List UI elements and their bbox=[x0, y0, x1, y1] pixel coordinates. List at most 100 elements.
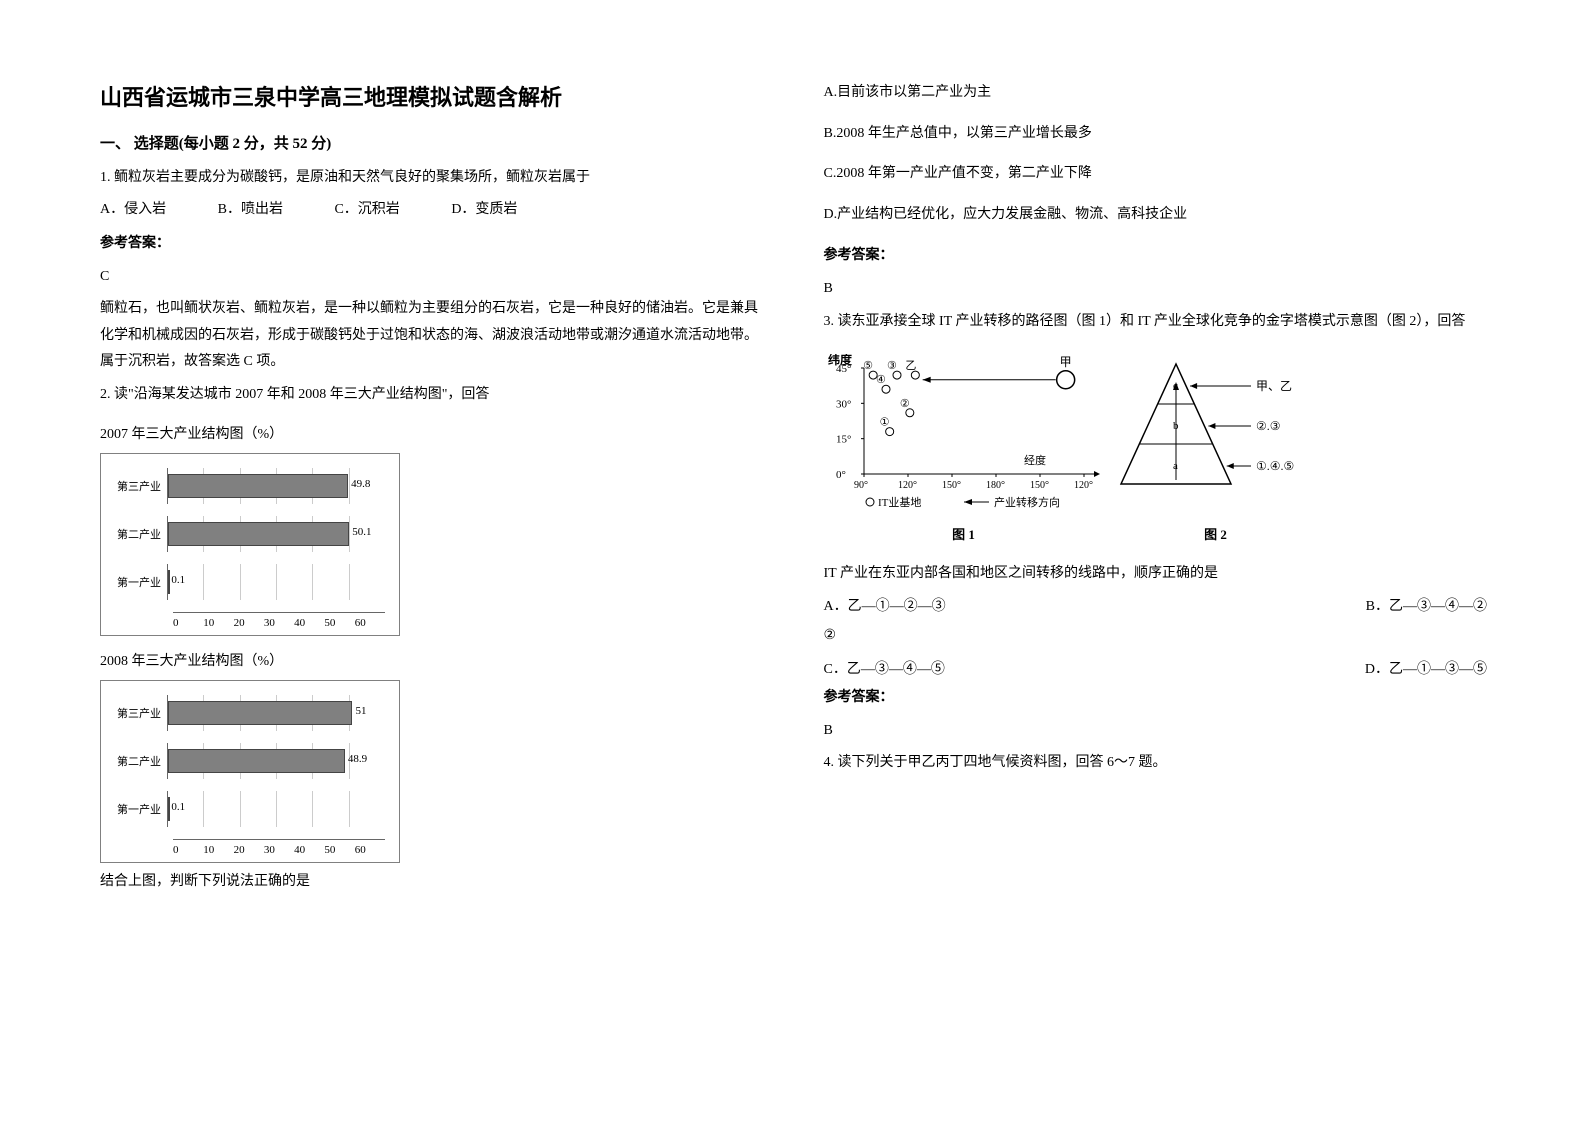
q1-optC: C．沉积岩 bbox=[334, 196, 399, 224]
bar-row: 第三产业 51 bbox=[115, 695, 385, 731]
section-heading: 一、 选择题(每小题 2 分，共 52 分) bbox=[100, 132, 764, 153]
bar-chart-2008: 第三产业51第二产业48.9第一产业0.1 0102030405060 bbox=[100, 680, 400, 863]
q1-optD: D．变质岩 bbox=[451, 196, 517, 224]
x-tick: 40 bbox=[294, 617, 324, 629]
figure-2-caption: 图 2 bbox=[1116, 524, 1316, 543]
x-tick: 60 bbox=[355, 844, 385, 856]
x-tick: 0 bbox=[173, 617, 203, 629]
bar-fill bbox=[168, 797, 170, 821]
svg-text:180°: 180° bbox=[986, 480, 1005, 491]
q2-optA: A.目前该市以第二产业为主 bbox=[824, 80, 1488, 107]
q3-ans: B bbox=[824, 718, 1488, 745]
bar-category-label: 第二产业 bbox=[115, 753, 167, 769]
svg-text:150°: 150° bbox=[1030, 480, 1049, 491]
bar-category-label: 第一产业 bbox=[115, 801, 167, 817]
q1-ans: C bbox=[100, 264, 764, 291]
bar-category-label: 第一产业 bbox=[115, 574, 167, 590]
page-container: 山西省运城市三泉中学高三地理模拟试题含解析 一、 选择题(每小题 2 分，共 5… bbox=[100, 80, 1487, 899]
q3-optD: D．乙—①—③—⑤ bbox=[1365, 658, 1487, 678]
q2-ans: B bbox=[824, 276, 1488, 303]
svg-text:30°: 30° bbox=[836, 398, 851, 410]
svg-text:15°: 15° bbox=[836, 433, 851, 445]
x-tick: 30 bbox=[264, 617, 294, 629]
q2-optB: B.2008 年生产总值中，以第三产业增长最多 bbox=[824, 121, 1488, 148]
q2-footer: 结合上图，判断下列说法正确的是 bbox=[100, 869, 764, 896]
bar-fill bbox=[168, 522, 349, 546]
figure-2: cba甲、乙②.③①.④.⑤ 图 2 bbox=[1116, 354, 1316, 543]
bar-value-label: 0.1 bbox=[171, 801, 185, 813]
q2-optD: D.产业结构已经优化，应大力发展金融、物流、高科技企业 bbox=[824, 202, 1488, 229]
q3-ans-label: 参考答案： bbox=[824, 686, 1488, 706]
bar-category-label: 第三产业 bbox=[115, 705, 167, 721]
svg-text:经度: 经度 bbox=[1024, 453, 1046, 467]
q1-explain: 鲕粒石，也叫鲕状灰岩、鲕粒灰岩，是一种以鲕粒为主要组分的石灰岩，它是一种良好的储… bbox=[100, 296, 764, 376]
bar-chart-2008-body: 第三产业 51 第二产业48.9 第一产业 0.1 bbox=[115, 695, 385, 827]
x-tick: 30 bbox=[264, 844, 294, 856]
svg-text:150°: 150° bbox=[942, 480, 961, 491]
q3-stem: 3. 读东亚承接全球 IT 产业转移的路径图（图 1）和 IT 产业全球化竞争的… bbox=[824, 309, 1488, 336]
svg-text:乙: 乙 bbox=[905, 359, 916, 372]
svg-text:⑤: ⑤ bbox=[863, 360, 873, 372]
q1-optA: A．侵入岩 bbox=[100, 196, 166, 224]
q1-ans-label: 参考答案： bbox=[100, 232, 764, 252]
right-column: A.目前该市以第二产业为主 B.2008 年生产总值中，以第三产业增长最多 C.… bbox=[824, 80, 1488, 899]
x-tick: 0 bbox=[173, 844, 203, 856]
bar-row: 第三产业 49.8 bbox=[115, 468, 385, 504]
bar-value-label: 0.1 bbox=[171, 574, 185, 586]
svg-text:③: ③ bbox=[887, 360, 897, 372]
bar-chart-2007: 第三产业49.8第二产业50.1第一产业0.1 0102030405060 bbox=[100, 453, 400, 636]
svg-text:0°: 0° bbox=[836, 469, 846, 481]
x-tick: 50 bbox=[324, 617, 354, 629]
bar-track: 49.8 bbox=[167, 468, 385, 504]
chart-2007-caption: 2007 年三大产业结构图（%） bbox=[100, 423, 764, 443]
svg-text:b: b bbox=[1173, 420, 1179, 432]
doc-title: 山西省运城市三泉中学高三地理模拟试题含解析 bbox=[100, 80, 764, 112]
bar-fill bbox=[168, 749, 345, 773]
bar-value-label: 50.1 bbox=[352, 526, 371, 538]
chart-2008-caption: 2008 年三大产业结构图（%） bbox=[100, 650, 764, 670]
bar-track: 50.1 bbox=[167, 516, 385, 552]
q2-ans-label: 参考答案： bbox=[824, 244, 1488, 264]
q4-stem: 4. 读下列关于甲乙丙丁四地气候资料图，回答 6～7 题。 bbox=[824, 750, 1488, 777]
q3-optB: B．乙—③—④—② bbox=[1366, 595, 1487, 615]
bar-category-label: 第二产业 bbox=[115, 526, 167, 542]
svg-text:甲: 甲 bbox=[1059, 354, 1071, 368]
q3-sub: IT 产业在东亚内部各国和地区之间转移的线路中，顺序正确的是 bbox=[824, 561, 1488, 588]
bar-chart-2008-axis: 0102030405060 bbox=[173, 839, 385, 856]
figure-1-svg: 纬度45°30°15°0°90°120°150°180°150°120°经度甲⑤… bbox=[824, 354, 1104, 514]
x-tick: 40 bbox=[294, 844, 324, 856]
left-column: 山西省运城市三泉中学高三地理模拟试题含解析 一、 选择题(每小题 2 分，共 5… bbox=[100, 80, 764, 899]
x-tick: 50 bbox=[324, 844, 354, 856]
x-tick: 10 bbox=[203, 617, 233, 629]
bar-fill bbox=[168, 474, 348, 498]
q3-optA: A．乙—①—②—③ bbox=[824, 595, 946, 615]
bar-track: 48.9 bbox=[167, 743, 385, 779]
q1-optB: B．喷出岩 bbox=[218, 196, 283, 224]
bar-row: 第一产业 0.1 bbox=[115, 564, 385, 600]
bar-row: 第二产业 50.1 bbox=[115, 516, 385, 552]
bar-track: 51 bbox=[167, 695, 385, 731]
q3-opts-row1: A．乙—①—②—③ B．乙—③—④—② bbox=[824, 595, 1488, 615]
bar-value-label: 51 bbox=[355, 705, 366, 717]
bar-value-label: 49.8 bbox=[351, 478, 370, 490]
figure-2-svg: cba甲、乙②.③①.④.⑤ bbox=[1116, 354, 1316, 514]
svg-text:90°: 90° bbox=[854, 480, 868, 491]
svg-text:④: ④ bbox=[876, 374, 886, 386]
bar-fill bbox=[168, 570, 170, 594]
bar-chart-2007-body: 第三产业 49.8 第二产业 50.1 第一产业 0.1 bbox=[115, 468, 385, 600]
x-tick: 60 bbox=[355, 617, 385, 629]
bar-row: 第一产业 0.1 bbox=[115, 791, 385, 827]
bar-category-label: 第三产业 bbox=[115, 478, 167, 494]
x-tick: 10 bbox=[203, 844, 233, 856]
svg-text:②: ② bbox=[899, 397, 909, 409]
figure-1: 纬度45°30°15°0°90°120°150°180°150°120°经度甲⑤… bbox=[824, 354, 1104, 543]
q2-optC: C.2008 年第一产业产值不变，第二产业下降 bbox=[824, 161, 1488, 188]
q1-options: A．侵入岩 B．喷出岩 C．沉积岩 D．变质岩 bbox=[100, 196, 764, 224]
q3-opts-row2: C．乙—③—④—⑤ D．乙—①—③—⑤ bbox=[824, 658, 1488, 678]
svg-text:c: c bbox=[1173, 380, 1178, 392]
bar-row: 第二产业48.9 bbox=[115, 743, 385, 779]
svg-text:产业转移方向: 产业转移方向 bbox=[994, 495, 1060, 509]
svg-text:IT业基地: IT业基地 bbox=[878, 496, 921, 509]
bar-track: 0.1 bbox=[167, 564, 385, 600]
svg-text:120°: 120° bbox=[1074, 480, 1093, 491]
